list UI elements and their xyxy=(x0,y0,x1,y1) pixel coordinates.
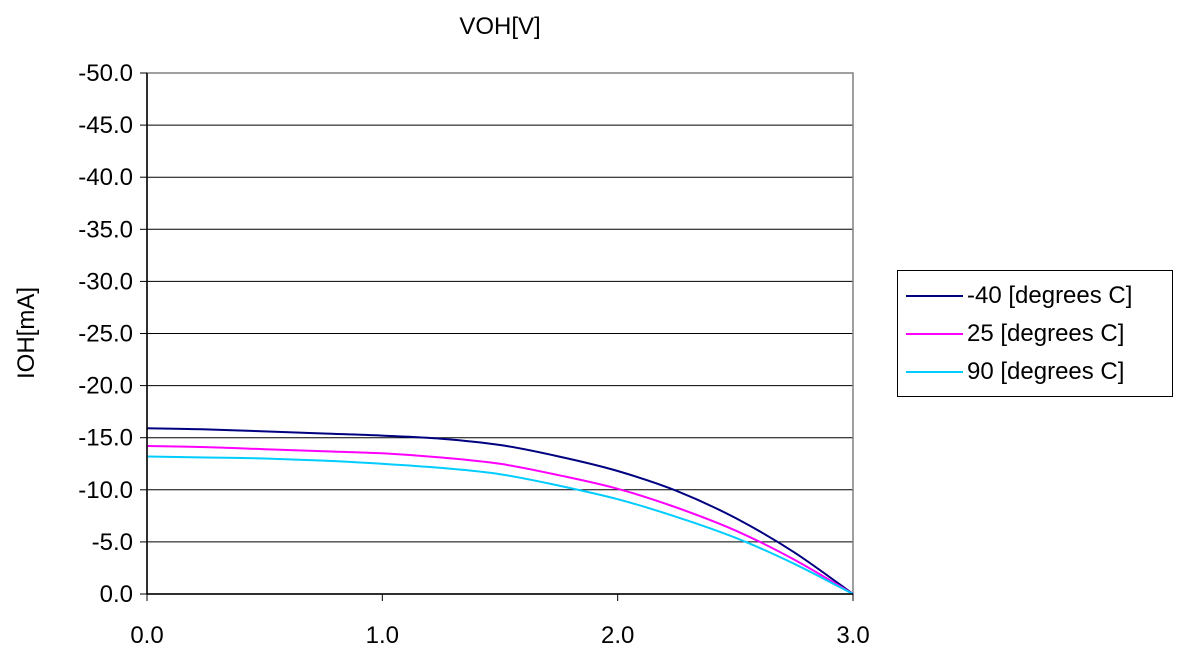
x-tick-label: 2.0 xyxy=(601,622,634,649)
y-tick-labels: 0.0 -5.0 -10.0 -15.0 -20.0 -25.0 -30.0 -35.0 -40… xyxy=(78,60,147,608)
legend-item: 90 [degrees C] xyxy=(906,355,1124,389)
legend-swatch xyxy=(906,333,963,335)
y-tick-label: -50.0 xyxy=(78,60,133,87)
series-line xyxy=(146,427,854,595)
chart-title: VOH[V] xyxy=(459,13,540,40)
grid-lines xyxy=(147,124,853,543)
legend-label: 90 [degrees C] xyxy=(967,358,1125,385)
x-tick-label: 0.0 xyxy=(130,622,163,649)
x-tick-labels: 0.0 1.0 2.0 3.0 xyxy=(130,594,870,649)
y-tick-label: -35.0 xyxy=(78,216,133,243)
y-tick-label: -15.0 xyxy=(78,425,133,452)
legend-swatch xyxy=(906,371,963,373)
y-tick-label: -10.0 xyxy=(78,477,133,504)
legend-item: -40 [degrees C] xyxy=(906,279,1132,313)
y-tick-label: -30.0 xyxy=(78,268,133,295)
legend-item: 25 [degrees C] xyxy=(906,317,1124,351)
y-axis-label: IOH[mA] xyxy=(13,287,40,379)
y-tick-label: -5.0 xyxy=(92,529,133,556)
y-tick-label: -40.0 xyxy=(78,164,133,191)
series-line xyxy=(146,455,854,595)
y-tick-label: -25.0 xyxy=(78,321,133,348)
legend-swatch xyxy=(906,295,963,297)
legend: -40 [degrees C] 25 [degrees C] 90 [degre… xyxy=(897,270,1173,397)
x-tick-label: 1.0 xyxy=(366,622,399,649)
y-tick-label: 0.0 xyxy=(100,581,133,608)
series-lines xyxy=(146,427,854,595)
legend-label: 25 [degrees C] xyxy=(967,320,1125,347)
y-tick-label: -20.0 xyxy=(78,373,133,400)
x-tick-label: 3.0 xyxy=(836,622,869,649)
y-tick-label: -45.0 xyxy=(78,112,133,139)
series-line xyxy=(146,445,854,595)
legend-label: -40 [degrees C] xyxy=(967,282,1133,309)
